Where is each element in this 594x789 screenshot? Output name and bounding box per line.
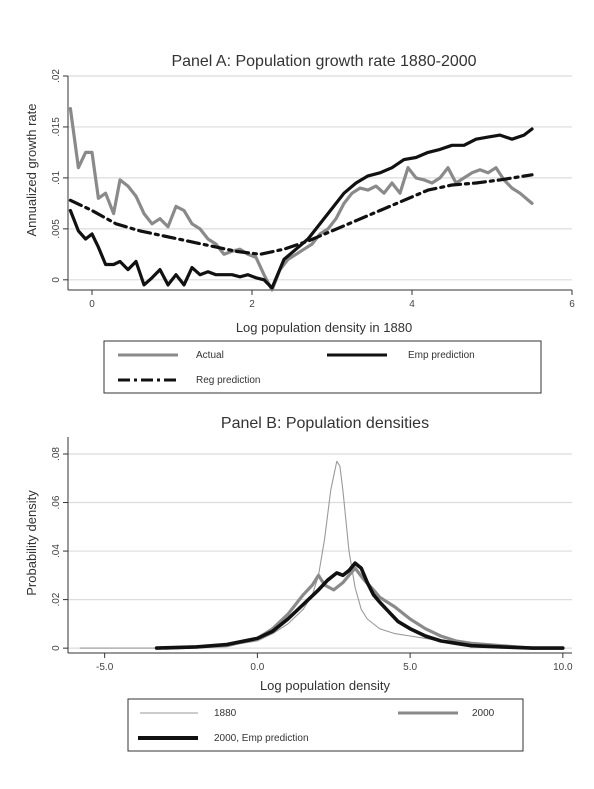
x-tick-label: 10.0 bbox=[553, 662, 573, 673]
panel-a-x-axis-label: Log population density in 1880 bbox=[236, 320, 412, 335]
panel-a: Panel A: Population growth rate 1880-200… bbox=[24, 53, 575, 394]
series-line-2000-emp-prediction bbox=[154, 561, 565, 650]
x-tick-label: 0 bbox=[89, 299, 95, 310]
x-tick-label: 2 bbox=[249, 299, 255, 310]
panel-a-series bbox=[68, 107, 534, 292]
y-tick-label: 0 bbox=[51, 277, 62, 283]
panel-b-x-axis-label: Log population density bbox=[260, 678, 391, 693]
panel-b-legend-box bbox=[127, 698, 524, 752]
series-line-emp-prediction bbox=[68, 127, 534, 290]
legend-label-2000-emp-prediction: 2000, Emp prediction bbox=[214, 733, 309, 744]
panel-b-legend: 1880 2000 2000, Emp prediction bbox=[127, 698, 524, 752]
x-tick-label: 6 bbox=[569, 299, 575, 310]
series-line-reg-prediction bbox=[68, 173, 534, 256]
y-tick-label: .04 bbox=[51, 544, 62, 558]
series-line-2000 bbox=[164, 566, 565, 650]
y-tick-label: .02 bbox=[51, 592, 62, 606]
panel-b: Panel B: Population densities 0 .02 .04 .06… bbox=[24, 415, 573, 752]
legend-label-emp-prediction: Emp prediction bbox=[408, 350, 475, 361]
legend-label-reg-prediction: Reg prediction bbox=[196, 375, 260, 386]
y-tick-label: .06 bbox=[51, 495, 62, 509]
panel-a-gridlines bbox=[68, 75, 572, 290]
panel-a-legend-box bbox=[103, 340, 542, 394]
plot-area bbox=[68, 76, 572, 290]
y-tick-label: .015 bbox=[51, 117, 62, 137]
legend-label-1880: 1880 bbox=[214, 708, 237, 719]
panel-b-gridlines bbox=[68, 437, 572, 653]
legend-label-2000: 2000 bbox=[472, 708, 495, 719]
x-tick-label: 4 bbox=[409, 299, 415, 310]
panel-b-title: Panel B: Population densities bbox=[221, 415, 429, 432]
x-tick-label: 0.0 bbox=[250, 662, 264, 673]
y-tick-label: .005 bbox=[51, 219, 62, 239]
panel-a-legend: Actual Emp prediction Reg prediction bbox=[103, 340, 542, 394]
y-tick-label: .02 bbox=[51, 69, 62, 83]
x-tick-label: -5.0 bbox=[96, 662, 114, 673]
y-tick-label: 0 bbox=[51, 645, 62, 651]
series-line-actual bbox=[68, 107, 534, 292]
panel-a-y-axis-label: Annualized growth rate bbox=[24, 104, 39, 237]
panel-a-title: Panel A: Population growth rate 1880-200… bbox=[171, 53, 476, 70]
panel-b-series bbox=[79, 460, 565, 650]
y-tick-label: .01 bbox=[51, 171, 62, 185]
x-tick-label: 5.0 bbox=[403, 662, 417, 673]
legend-label-actual: Actual bbox=[196, 350, 224, 361]
panel-a-axes: 0 .005 .01 .015 .02 0 2 4 6 bbox=[51, 69, 575, 310]
plot-area bbox=[68, 437, 572, 653]
panel-b-y-axis-label: Probability density bbox=[24, 490, 39, 596]
panel-b-axes: 0 .02 .04 .06 .08 -5.0 0.0 5.0 10.0 bbox=[51, 437, 573, 673]
y-tick-label: .08 bbox=[51, 447, 62, 461]
